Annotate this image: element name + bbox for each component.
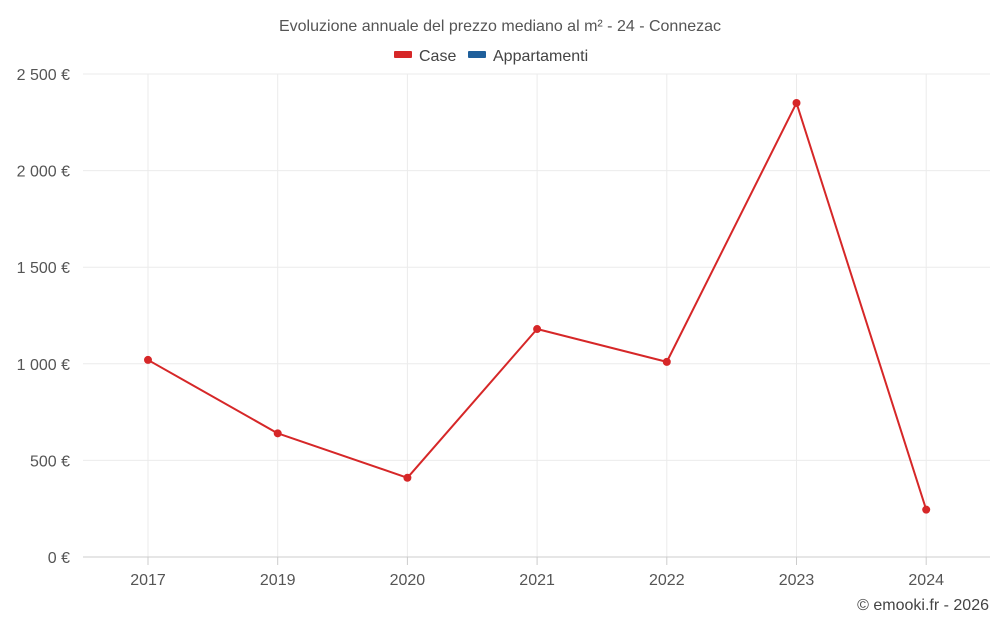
y-tick-label: 500 € bbox=[30, 453, 70, 470]
legend: Case Appartamenti bbox=[394, 48, 588, 65]
data-point[interactable] bbox=[922, 505, 931, 514]
x-tick-label: 2020 bbox=[390, 572, 426, 589]
credit-text: © emooki.fr - 2026 bbox=[857, 597, 989, 614]
data-point[interactable] bbox=[662, 357, 671, 366]
x-tick-label: 2024 bbox=[908, 572, 944, 589]
legend-swatch-case bbox=[394, 51, 412, 58]
legend-swatch-appartamenti bbox=[468, 51, 486, 58]
data-point[interactable] bbox=[144, 355, 152, 364]
x-tick-label: 2019 bbox=[260, 572, 296, 589]
legend-label-case: Case bbox=[419, 48, 456, 65]
y-tick-label: 2 000 € bbox=[17, 164, 70, 181]
x-tick-label: 2021 bbox=[519, 572, 555, 589]
x-tick-label: 2017 bbox=[130, 572, 166, 589]
data-point[interactable] bbox=[792, 98, 801, 107]
data-point[interactable] bbox=[533, 325, 542, 334]
x-tick-label: 2023 bbox=[779, 572, 815, 589]
grid bbox=[83, 73, 990, 557]
data-point[interactable] bbox=[403, 473, 412, 482]
y-tick-label: 2 500 € bbox=[17, 67, 70, 84]
y-tick-label: 1 500 € bbox=[17, 260, 70, 277]
chart-title: Evoluzione annuale del prezzo mediano al… bbox=[279, 18, 721, 35]
legend-item-case[interactable]: Case bbox=[394, 48, 456, 65]
legend-label-appartamenti: Appartamenti bbox=[493, 48, 588, 65]
legend-item-appartamenti[interactable]: Appartamenti bbox=[468, 48, 588, 65]
y-tick-label: 1 000 € bbox=[17, 357, 70, 374]
x-tick-label: 2022 bbox=[649, 572, 685, 589]
data-point[interactable] bbox=[273, 429, 282, 438]
series bbox=[144, 98, 931, 514]
y-tick-label: 0 € bbox=[48, 550, 70, 567]
axes: 0 € 500 € 1 000 € 1 500 € 2 000 € 2 500 € 2017… bbox=[17, 67, 990, 589]
